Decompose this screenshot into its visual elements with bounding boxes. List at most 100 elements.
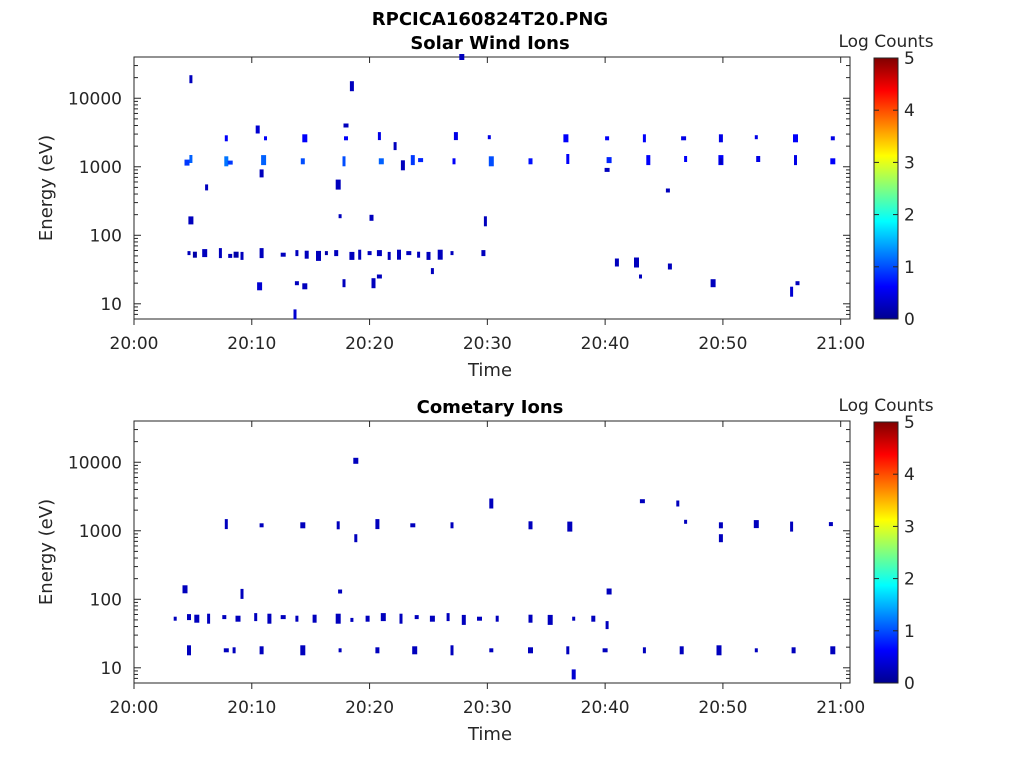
heatmap-cell bbox=[430, 268, 434, 275]
x-tick-label: 20:40 bbox=[581, 698, 630, 718]
heatmap-cell bbox=[426, 251, 431, 260]
x-tick-label: 20:20 bbox=[345, 698, 394, 718]
heatmap-cell bbox=[194, 614, 200, 623]
heatmap-cell bbox=[235, 615, 241, 622]
heatmap-cell bbox=[681, 136, 687, 141]
heatmap-cell bbox=[830, 136, 835, 141]
heatmap-cell bbox=[358, 249, 362, 260]
y-tick-label: 10000 bbox=[68, 89, 122, 109]
solar-wind-x-axis-label: Time bbox=[467, 360, 512, 381]
colorbar-tick-label: 4 bbox=[904, 465, 915, 485]
heatmap-cell bbox=[487, 135, 491, 140]
heatmap-cell bbox=[602, 648, 608, 653]
heatmap-cell bbox=[338, 214, 342, 219]
heatmap-cell bbox=[453, 132, 458, 141]
heatmap-cell bbox=[342, 156, 346, 167]
heatmap-cell bbox=[380, 613, 386, 622]
heatmap-cell bbox=[295, 250, 299, 257]
heatmap-cell bbox=[187, 614, 191, 621]
colorbar-tick-label: 5 bbox=[904, 413, 915, 433]
heatmap-cell bbox=[189, 155, 193, 163]
heatmap-cell bbox=[756, 156, 761, 162]
heatmap-cell bbox=[566, 154, 570, 164]
heatmap-cell bbox=[224, 156, 229, 167]
heatmap-cell bbox=[316, 250, 321, 261]
heatmap-cell bbox=[718, 522, 723, 529]
heatmap-cell bbox=[300, 158, 305, 165]
heatmap-cell bbox=[350, 617, 354, 622]
colorbar-tick-label: 3 bbox=[904, 153, 915, 173]
heatmap-cell bbox=[240, 251, 244, 260]
heatmap-cell bbox=[349, 81, 354, 92]
heatmap-cell bbox=[684, 519, 688, 524]
y-tick-label: 100 bbox=[90, 226, 122, 246]
colorbar-tick-label: 0 bbox=[904, 674, 915, 694]
heatmap-cell bbox=[461, 614, 466, 625]
colorbar-bottom-ticks: 0 1 2 3 4 5 bbox=[874, 413, 915, 694]
heatmap-cell bbox=[830, 646, 836, 655]
heatmap-cell bbox=[222, 615, 227, 620]
colorbar-tick-label: 3 bbox=[904, 517, 915, 537]
colorbar-tick-label: 1 bbox=[904, 622, 915, 642]
heatmap-cell bbox=[642, 134, 646, 143]
heatmap-cell bbox=[795, 281, 800, 286]
heatmap-cell bbox=[418, 158, 424, 163]
solar-wind-x-ticks: 20:00 20:10 20:20 20:30 20:40 20:50 21:00 bbox=[110, 57, 865, 354]
heatmap-cell bbox=[342, 279, 346, 288]
heatmap-cell bbox=[259, 169, 264, 178]
solar-wind-heatmap-cells bbox=[184, 54, 836, 320]
heatmap-cell bbox=[232, 647, 236, 654]
heatmap-cell bbox=[335, 179, 341, 190]
y-tick-label: 1000 bbox=[79, 522, 122, 542]
x-tick-label: 20:00 bbox=[110, 698, 159, 718]
heatmap-cell bbox=[563, 134, 569, 143]
heatmap-cell bbox=[255, 125, 260, 134]
heatmap-cell bbox=[410, 523, 416, 528]
heatmap-cell bbox=[378, 158, 384, 165]
heatmap-cell bbox=[224, 135, 228, 142]
heatmap-cell bbox=[547, 614, 553, 625]
heatmap-cell bbox=[400, 160, 405, 171]
colorbar-top-gradient bbox=[873, 57, 899, 320]
heatmap-cell bbox=[828, 522, 833, 527]
heatmap-cell bbox=[377, 132, 381, 141]
heatmap-cell bbox=[254, 613, 258, 622]
heatmap-cell bbox=[528, 614, 533, 623]
heatmap-cell bbox=[182, 585, 188, 594]
heatmap-cell bbox=[572, 616, 576, 621]
colorbar-tick-label: 2 bbox=[904, 570, 915, 590]
heatmap-cell bbox=[477, 616, 482, 621]
heatmap-cell bbox=[397, 249, 401, 260]
heatmap-cell bbox=[488, 156, 494, 167]
colorbar-bottom-label: Log Counts bbox=[838, 396, 933, 416]
heatmap-cell bbox=[354, 534, 358, 543]
x-tick-label: 20:10 bbox=[227, 698, 276, 718]
heatmap-cell bbox=[606, 157, 612, 164]
heatmap-cell bbox=[367, 251, 372, 256]
colorbar-top: Log Counts 0 1 2 3 4 5 bbox=[838, 32, 933, 330]
heatmap-cell bbox=[343, 123, 349, 128]
heatmap-cell bbox=[719, 158, 723, 165]
heatmap-cell bbox=[791, 647, 796, 654]
heatmap-cell bbox=[376, 250, 382, 257]
heatmap-cell bbox=[459, 54, 465, 60]
heatmap-cell bbox=[753, 520, 759, 529]
heatmap-cell bbox=[450, 522, 454, 529]
heatmap-cell bbox=[790, 521, 794, 532]
heatmap-cell bbox=[375, 519, 380, 530]
heatmap-cell bbox=[646, 155, 651, 166]
colorbar-top-ticks: 0 1 2 3 4 5 bbox=[874, 49, 915, 330]
heatmap-cell bbox=[264, 136, 267, 141]
x-tick-label: 20:20 bbox=[345, 334, 394, 354]
heatmap-cell bbox=[189, 75, 193, 84]
heatmap-cell bbox=[639, 499, 645, 504]
heatmap-cell bbox=[233, 251, 239, 258]
heatmap-cell bbox=[259, 646, 264, 655]
heatmap-cell bbox=[304, 250, 309, 259]
cometary-title: Cometary Ions bbox=[417, 397, 564, 418]
heatmap-cell bbox=[716, 645, 722, 656]
heatmap-cell bbox=[393, 142, 397, 151]
heatmap-cell bbox=[280, 615, 286, 620]
